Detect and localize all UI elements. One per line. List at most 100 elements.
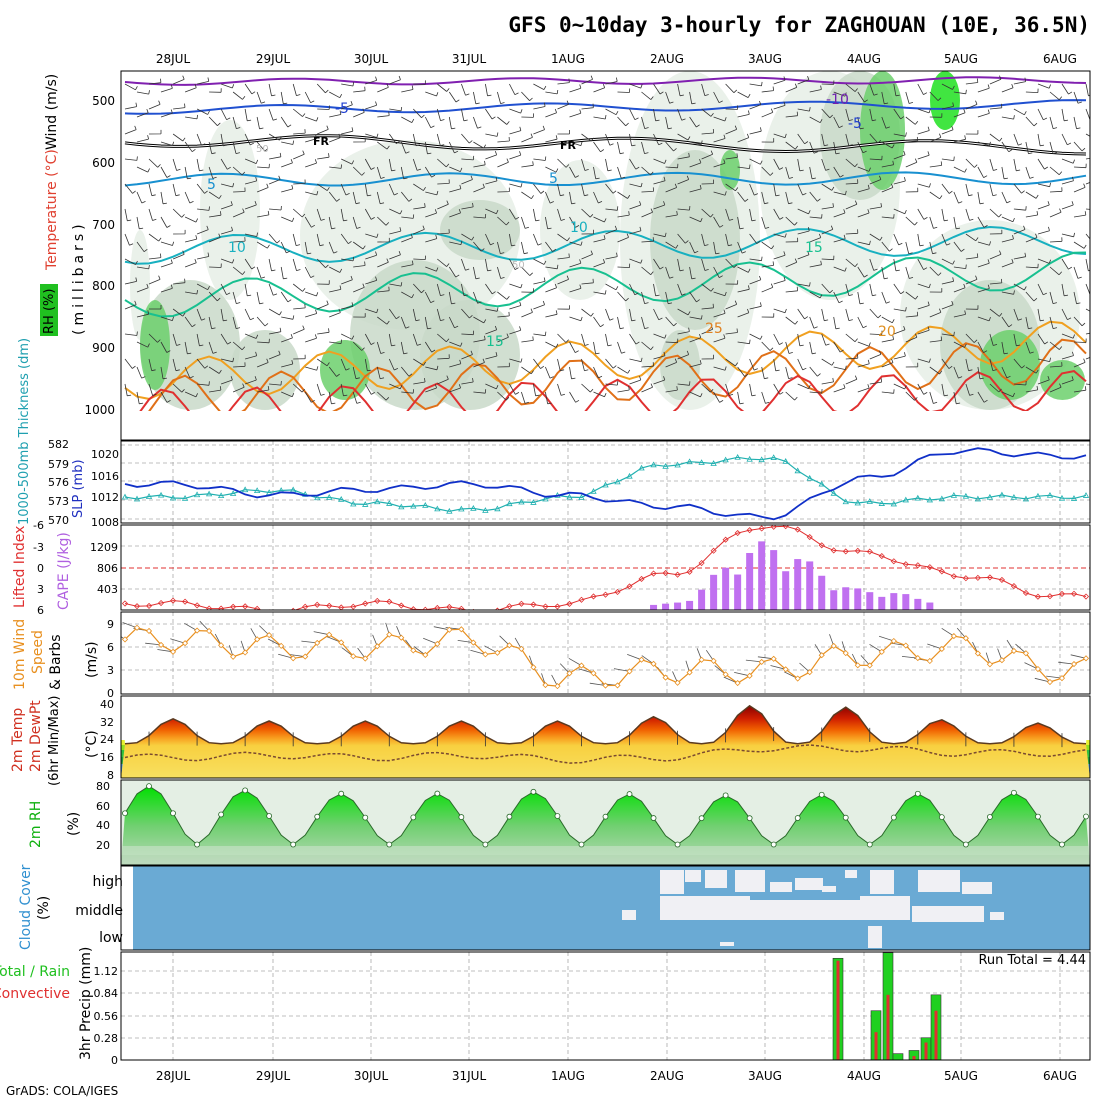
wind-barb xyxy=(749,100,762,110)
wind-barb xyxy=(821,158,830,171)
li-point xyxy=(614,588,621,596)
wind-barb xyxy=(761,261,774,268)
li-point xyxy=(1070,590,1078,597)
wind-barb xyxy=(470,649,486,655)
wind-barb xyxy=(593,191,603,204)
rh-point xyxy=(722,792,729,799)
wind-barb xyxy=(497,216,510,226)
wind-point xyxy=(710,657,717,664)
wind-barb xyxy=(1025,341,1034,354)
rh-point xyxy=(266,813,273,819)
wind-barb xyxy=(893,283,905,295)
wind-barb xyxy=(509,326,522,335)
wind-barb xyxy=(268,350,281,360)
wind-barb xyxy=(797,358,807,371)
wind-barb xyxy=(773,358,780,372)
wind-barb xyxy=(533,125,545,135)
thickness-point xyxy=(518,498,525,505)
wind-barb xyxy=(965,158,978,168)
wind-barb xyxy=(172,183,180,197)
wind-barb xyxy=(220,258,235,264)
rh-legend-swatch xyxy=(40,284,58,336)
wind-barb xyxy=(232,208,245,218)
wind-tick: 0 xyxy=(107,687,114,700)
wind-barb xyxy=(833,384,846,393)
wind-barb xyxy=(220,308,228,322)
wind-barb xyxy=(257,386,270,393)
wind-barb xyxy=(1049,187,1063,193)
thickness-tick: 570 xyxy=(48,514,69,527)
wind-barb xyxy=(569,316,583,322)
wind-barb xyxy=(797,133,809,145)
wind-barb xyxy=(677,381,691,386)
wind-barb xyxy=(749,358,758,371)
wind-barb xyxy=(629,333,640,345)
wind-barb xyxy=(293,150,305,160)
wind-barb xyxy=(509,358,523,363)
wind-barb xyxy=(148,208,157,221)
wind-barb xyxy=(317,153,330,160)
wind-barb xyxy=(305,191,319,196)
wind-barb xyxy=(340,183,350,196)
wind-barb xyxy=(305,134,318,143)
wind-point xyxy=(314,639,321,646)
li-point xyxy=(650,570,657,577)
wind-barb xyxy=(581,358,589,372)
wind-barb xyxy=(677,327,690,335)
wind-barb xyxy=(148,78,162,85)
wind-barb xyxy=(1049,208,1062,218)
cape-bar xyxy=(686,600,694,610)
wind-barb xyxy=(929,113,943,118)
wind-barb xyxy=(1001,258,1014,268)
wind-barb xyxy=(1085,258,1090,272)
wind-barb xyxy=(172,208,185,218)
wind-barb xyxy=(665,316,677,327)
wind-barb xyxy=(821,255,835,261)
rh-point xyxy=(170,810,176,817)
thickness-point xyxy=(241,486,249,493)
wind-barb xyxy=(857,116,864,130)
wind-barb xyxy=(220,183,235,188)
wind-barb xyxy=(353,313,366,318)
rh-point xyxy=(434,790,441,797)
wind-point xyxy=(914,655,921,662)
cape-bar xyxy=(818,575,826,610)
wind-barb xyxy=(557,158,570,168)
wind-barb xyxy=(148,333,161,343)
wind-barb xyxy=(461,378,474,385)
cloud-block xyxy=(622,910,636,920)
wind-barb xyxy=(881,141,895,149)
wind-barb xyxy=(917,283,931,289)
li-point xyxy=(410,606,417,610)
wind-point xyxy=(998,657,1005,664)
wind-barb xyxy=(653,176,666,185)
li-point xyxy=(133,603,141,610)
wind-barb xyxy=(545,216,552,230)
wind-barb xyxy=(280,266,288,280)
wind-barb xyxy=(256,141,269,152)
run-total-label: Run Total = 4.44 xyxy=(978,953,1086,968)
thickness-slp-panel: 582 579 576 573 570 1020 1016 1012 1008 … xyxy=(17,338,1091,529)
wind-barb xyxy=(376,166,385,179)
wind-barb xyxy=(461,330,474,336)
wind-barb xyxy=(641,116,649,129)
wind-barb xyxy=(149,305,162,310)
wind-barb xyxy=(365,276,378,285)
wind-point xyxy=(866,662,873,669)
wind-barb xyxy=(1013,133,1023,146)
wind-barb xyxy=(316,208,325,221)
thickness-point xyxy=(842,498,849,505)
wind-barb xyxy=(665,183,678,193)
wind-barb xyxy=(713,191,727,196)
cape-li-series xyxy=(121,525,1090,610)
cloud-panel-frame xyxy=(120,865,1091,951)
wind-barb xyxy=(845,354,859,360)
wind-barb xyxy=(785,237,799,243)
wind-barb xyxy=(244,176,258,185)
wind-barb xyxy=(893,132,907,137)
wind-point xyxy=(662,674,669,681)
wind-barb xyxy=(1037,83,1051,89)
wind-barb xyxy=(953,135,966,143)
wind-barb xyxy=(725,105,739,110)
